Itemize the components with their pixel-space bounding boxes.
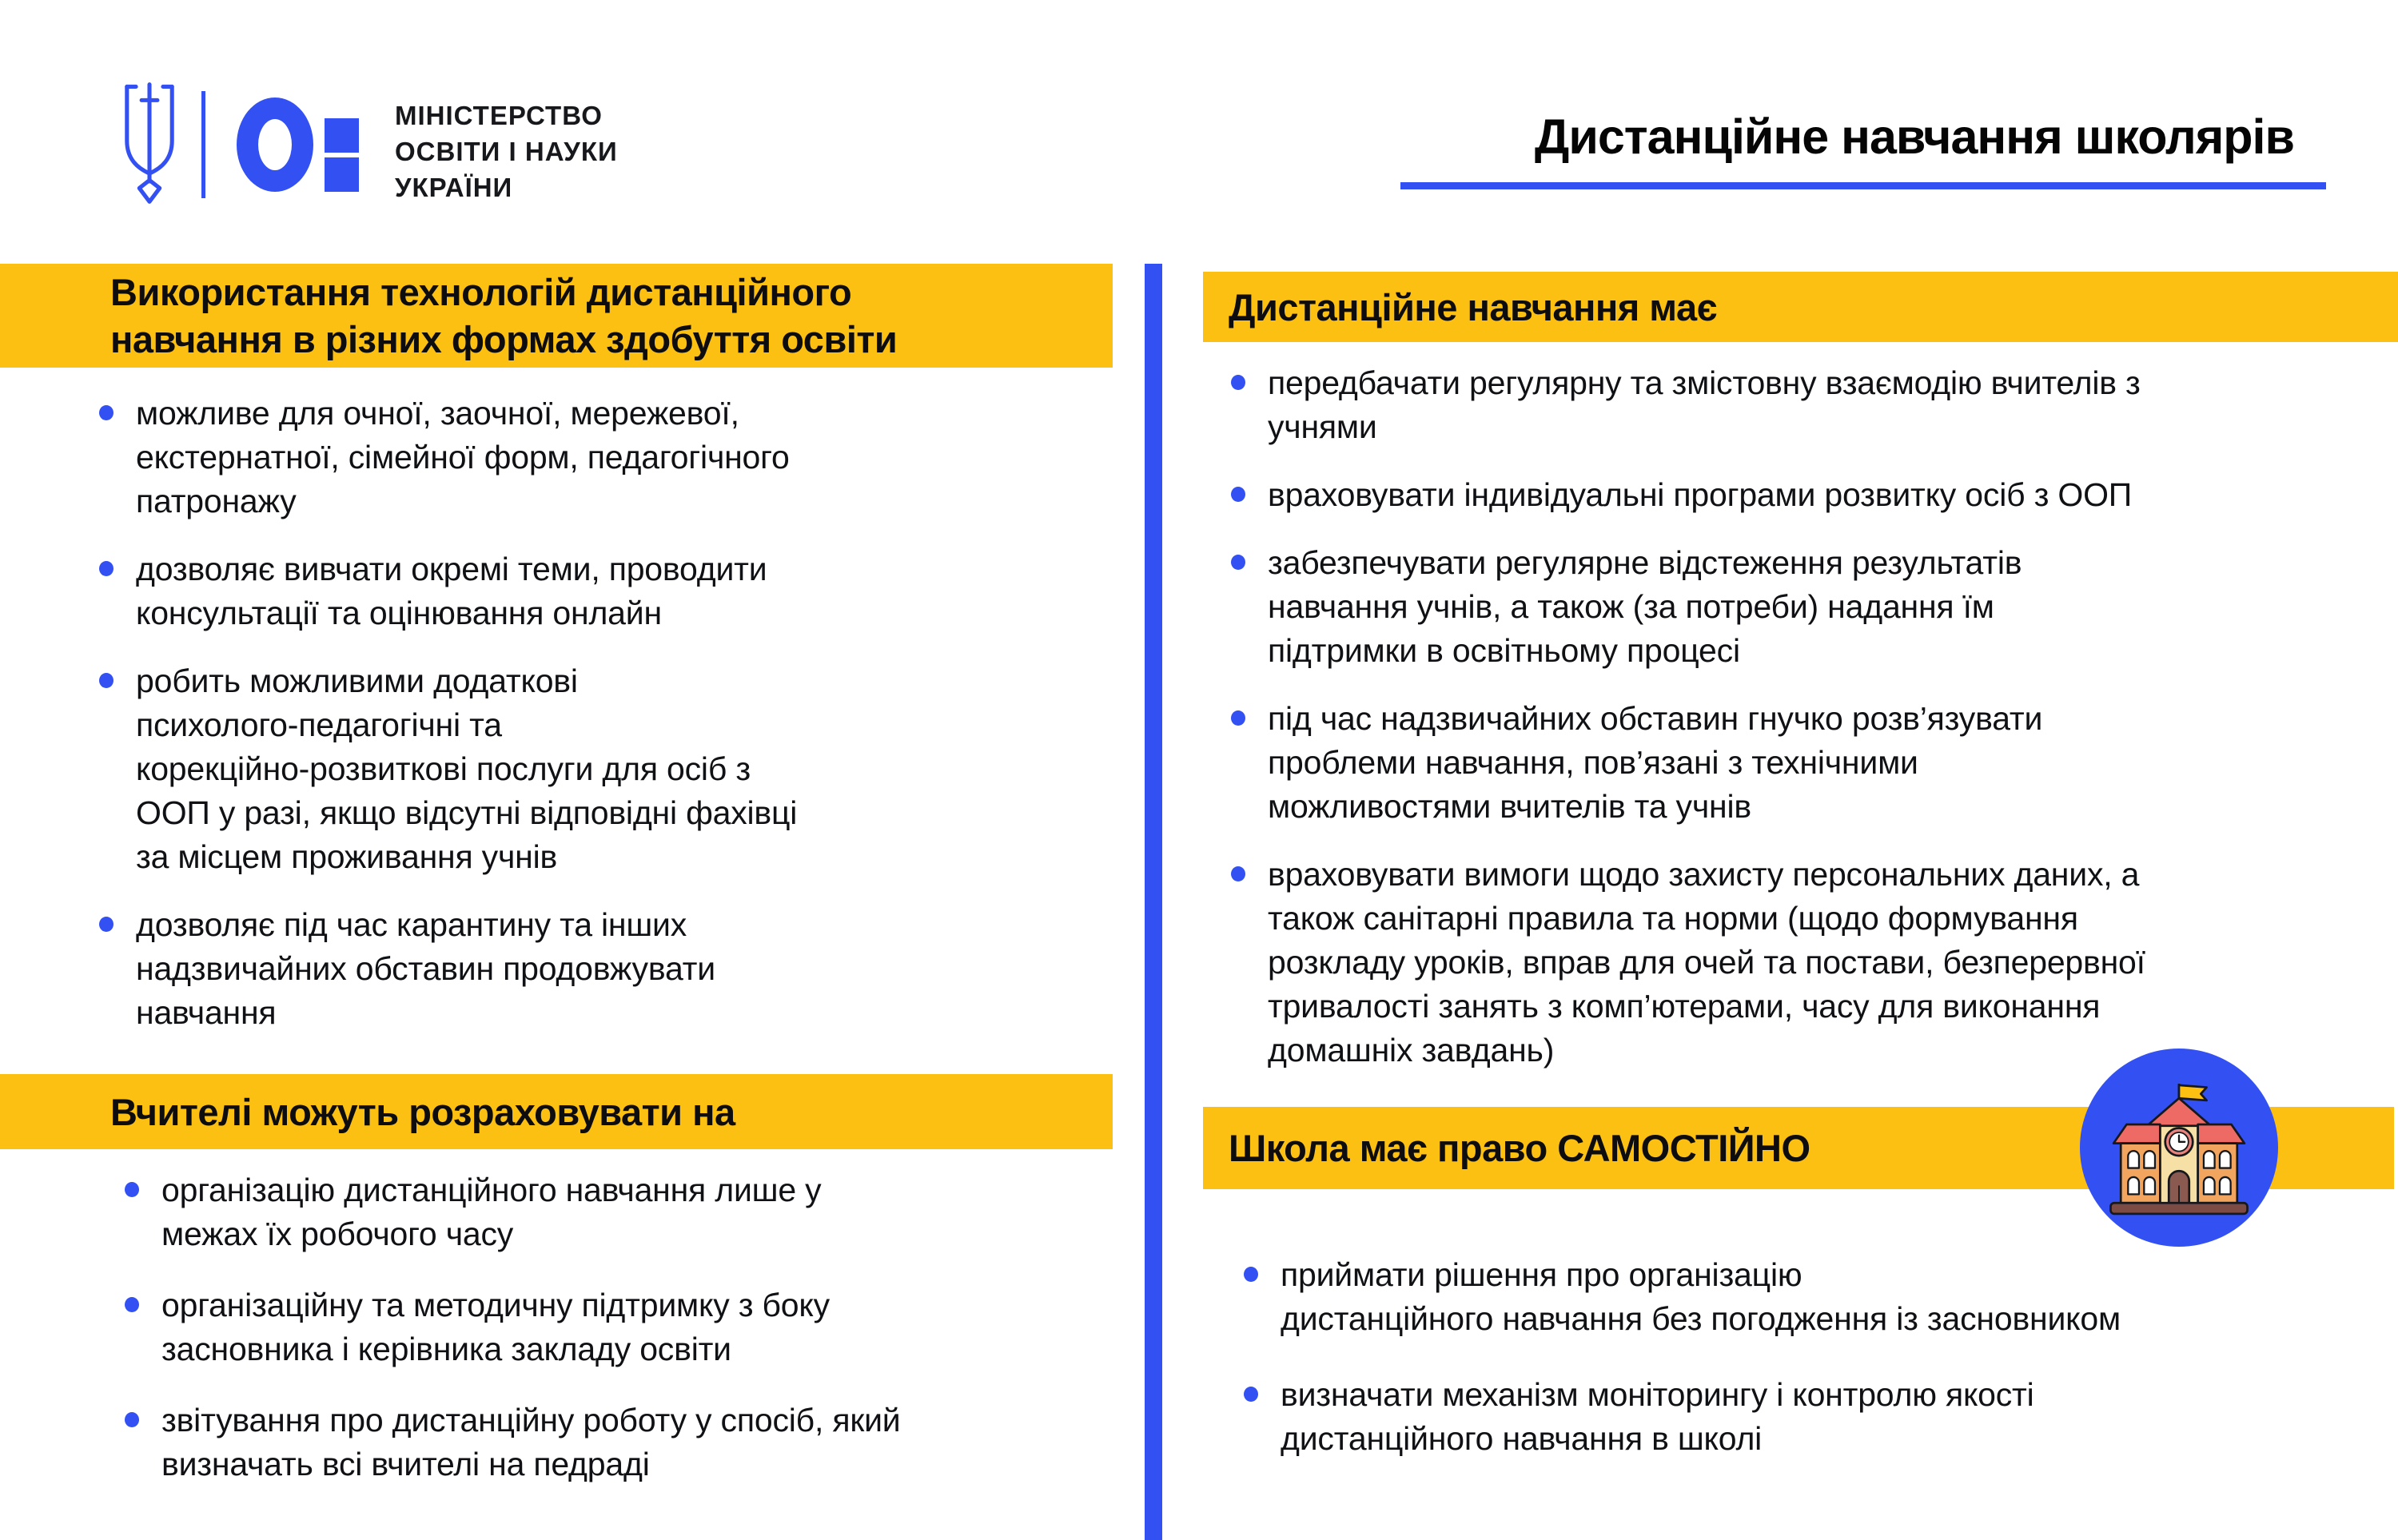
bullet-dot-icon (1244, 1387, 1258, 1402)
school-icon-badge (2080, 1049, 2278, 1247)
section-heading: Вчителі можуть розраховувати на (110, 1090, 735, 1133)
bullet-dot-icon (125, 1412, 139, 1427)
list-item: організацію дистанційного навчання лише … (125, 1168, 1124, 1256)
list-item: передбачати регулярну та змістовну взаєм… (1231, 361, 2382, 449)
list-item: враховувати вимоги щодо захисту персонал… (1231, 853, 2382, 1072)
bullet-dot-icon (1231, 710, 1245, 726)
bullet-dot-icon (1231, 866, 1245, 881)
list-item: дозволяє під час карантину та інших надз… (99, 903, 1122, 1035)
bullet-dot-icon (1244, 1267, 1258, 1282)
list-item: дозволяє вивчати окремі теми, проводити … (99, 547, 1122, 635)
bullet-dot-icon (99, 405, 114, 420)
bullet-dot-icon (125, 1297, 139, 1312)
list-item: під час надзвичайних обставин гнучко роз… (1231, 697, 2382, 829)
list-item: визначати механізм моніторингу і контрол… (1244, 1373, 2379, 1461)
bullet-dot-icon (99, 673, 114, 688)
bullet-text: дозволяє під час карантину та інших надз… (136, 906, 715, 1031)
list-item: приймати рішення про організацію дистанц… (1244, 1253, 2379, 1341)
bullet-text: враховувати індивідуальні програми розви… (1268, 476, 2133, 513)
bullet-text: організаційну та методичну підтримку з б… (161, 1287, 830, 1367)
bullet-text: передбачати регулярну та змістовну взаєм… (1268, 364, 2141, 445)
list-item: організаційну та методичну підтримку з б… (125, 1283, 1124, 1371)
section-heading: Школа має право САМОСТІЙНО (1229, 1127, 1810, 1169)
bullet-text: робить можливими додаткові психолого-пед… (136, 663, 798, 875)
title-underline (1400, 182, 2326, 189)
bullet-text: звітування про дистанційну роботу у спос… (161, 1402, 901, 1482)
mon-logo-colon-top-square (325, 118, 359, 153)
usage-bullet-list: можливе для очної, заочної, мережевої, е… (99, 392, 1122, 1059)
bullet-text: можливе для очної, заочної, мережевої, е… (136, 395, 790, 519)
section-heading: Дистанційне навчання має (1229, 285, 1718, 328)
bullet-dot-icon (99, 917, 114, 932)
mon-logo-colon-bottom-square (325, 157, 359, 192)
list-item: забезпечувати регулярне відстеження резу… (1231, 541, 2382, 673)
ukraine-trident-icon (125, 82, 174, 204)
bullet-dot-icon (1231, 375, 1245, 390)
distance-learning-bullet-list: передбачати регулярну та змістовну взаєм… (1231, 361, 2382, 1096)
ministry-name: МІНІСТЕРСТВО ОСВІТИ І НАУКИ УКРАЇНИ (395, 101, 618, 202)
school-building-icon (2109, 1084, 2249, 1216)
section-heading: Використання технологій дистанційного на… (110, 271, 898, 360)
school-rights-bullet-list: приймати рішення про організацію дистанц… (1244, 1253, 2379, 1493)
list-item: робить можливими додаткові психолого-пед… (99, 659, 1122, 879)
bullet-dot-icon (125, 1182, 139, 1197)
bullet-text: дозволяє вивчати окремі теми, проводити … (136, 551, 767, 631)
list-item: враховувати індивідуальні програми розви… (1231, 473, 2382, 517)
bullet-dot-icon (1231, 555, 1245, 570)
bullet-dot-icon (1231, 487, 1245, 502)
list-item: звітування про дистанційну роботу у спос… (125, 1399, 1124, 1486)
bullet-text: визначати механізм моніторингу і контрол… (1281, 1376, 2034, 1457)
bullet-text: організацію дистанційного навчання лише … (161, 1172, 822, 1252)
bullet-text: приймати рішення про організацію дистанц… (1281, 1256, 2121, 1337)
section-header-distance-learning: Дистанційне навчання має (1203, 272, 2398, 342)
bullet-text: враховувати вимоги щодо захисту персонал… (1268, 856, 2145, 1068)
list-item: можливе для очної, заочної, мережевої, е… (99, 392, 1122, 523)
column-divider (1145, 264, 1162, 1540)
page-title: Дистанційне навчання школярів (1534, 109, 2295, 164)
bullet-text: під час надзвичайних обставин гнучко роз… (1268, 700, 2043, 825)
mon-o-colon-logo-icon (237, 97, 313, 192)
bullet-text: забезпечувати регулярне відстеження резу… (1268, 544, 2022, 669)
section-header-teachers: Вчителі можуть розраховувати на (0, 1074, 1113, 1149)
logo-divider (201, 91, 205, 198)
teachers-bullet-list: організацію дистанційного навчання лише … (125, 1168, 1124, 1514)
bullet-dot-icon (99, 561, 114, 576)
section-header-usage: Використання технологій дистанційного на… (0, 264, 1113, 368)
